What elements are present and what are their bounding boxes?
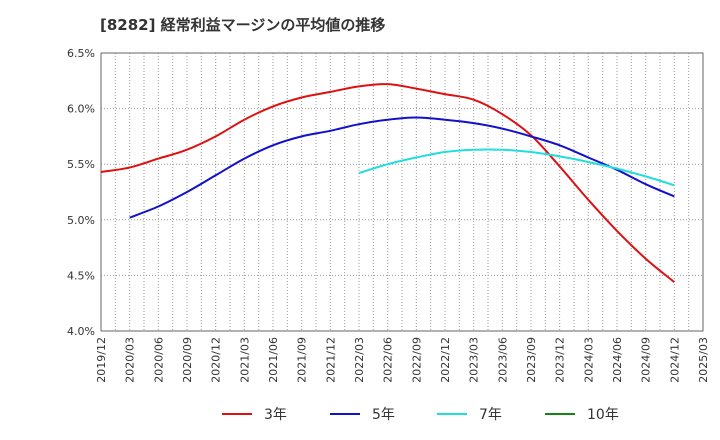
x-tick-label: 2024/09 (640, 337, 653, 383)
x-tick-label: 2025/03 (697, 337, 710, 383)
y-tick-label: 5.0% (67, 214, 95, 227)
x-tick-label: 2023/12 (554, 337, 567, 383)
y-tick-label: 4.5% (67, 269, 95, 282)
x-tick-label: 2022/09 (410, 337, 423, 383)
chart-title: [8282] 経常利益マージンの平均値の推移 (100, 16, 386, 34)
x-tick-label: 2022/06 (382, 337, 395, 383)
x-tick-label: 2024/06 (611, 337, 624, 383)
x-tick-label: 2023/03 (468, 337, 481, 383)
legend-label: 10年 (587, 407, 619, 423)
series-line-1 (100, 83, 675, 283)
series-line-3 (358, 148, 675, 187)
x-tick-label: 2020/03 (124, 337, 137, 383)
series-line-2 (129, 116, 675, 219)
x-tick-label: 2022/03 (353, 337, 366, 383)
y-tick-label: 5.5% (67, 158, 95, 171)
x-tick-label: 2019/12 (95, 337, 108, 383)
x-tick-label: 2022/12 (439, 337, 452, 383)
x-tick-label: 2020/06 (152, 337, 165, 383)
x-tick-label: 2023/06 (496, 337, 509, 383)
legend-label: 3年 (264, 407, 287, 423)
x-tick-label: 2024/03 (582, 337, 595, 383)
x-tick-label: 2021/06 (267, 337, 280, 383)
plot-frame (100, 52, 704, 332)
legend-label: 5年 (372, 407, 395, 423)
x-tick-label: 2020/12 (210, 337, 223, 383)
y-tick-label: 4.0% (67, 325, 95, 338)
x-tick-label: 2021/12 (324, 337, 337, 383)
y-tick-label: 6.5% (67, 47, 95, 60)
y-tick-label: 6.0% (67, 103, 95, 116)
x-tick-label: 2021/03 (238, 337, 251, 383)
legend-label: 7年 (479, 407, 502, 423)
x-tick-label: 2021/09 (296, 337, 309, 383)
x-tick-label: 2024/12 (668, 337, 681, 383)
x-tick-label: 2023/09 (525, 337, 538, 383)
x-tick-label: 2020/09 (181, 337, 194, 383)
